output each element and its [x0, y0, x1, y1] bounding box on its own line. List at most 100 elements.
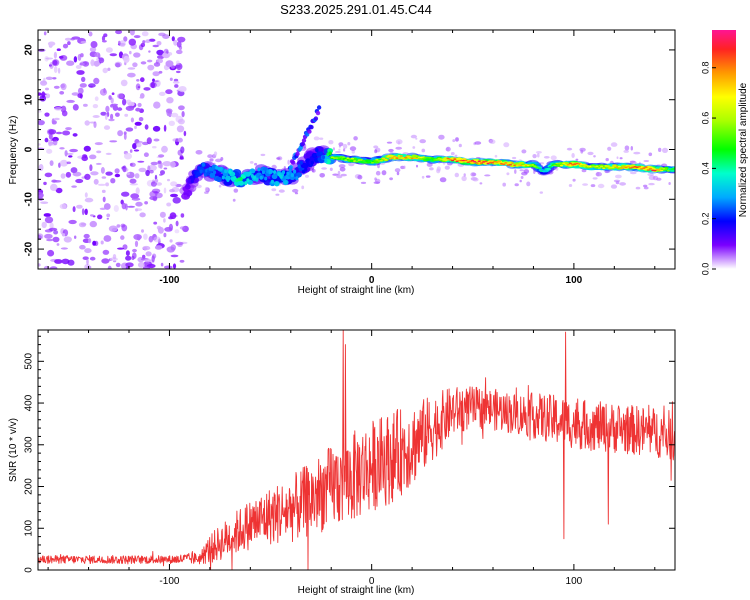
noise-speckle: [141, 31, 149, 37]
ridge-blob: [395, 157, 399, 159]
noise-speckle: [44, 137, 49, 143]
noise-speckle: [82, 61, 90, 67]
noise-speckle: [135, 187, 140, 195]
ridge-blob: [404, 156, 408, 159]
ridge-blob: [195, 173, 199, 178]
ridge-blob: [297, 164, 301, 169]
snr-panel: -100 0 100 0 100 200 300 400 500 Height of stra…: [8, 329, 676, 596]
noise-speckle: [84, 120, 90, 126]
ridge-halo-speckle: [519, 179, 522, 183]
ridge-halo-speckle: [349, 146, 357, 151]
ridge-halo-speckle: [582, 183, 588, 186]
noise-speckle: [110, 103, 119, 107]
noise-speckle: [49, 266, 58, 269]
noise-speckle: [135, 107, 141, 112]
ridge-halo-speckle: [254, 162, 258, 166]
noise-speckle: [161, 145, 168, 153]
ridge-halo-speckle: [416, 164, 418, 168]
noise-speckle: [140, 42, 146, 48]
ridge-halo-speckle: [429, 167, 434, 171]
noise-speckle: [165, 108, 173, 114]
noise-speckle: [51, 59, 60, 67]
ridge-halo-speckle: [347, 142, 351, 146]
noise-speckle: [168, 223, 173, 231]
ridge-blob: [366, 161, 370, 164]
ridge-halo-speckle: [668, 182, 671, 185]
snr-plot-frame: [37, 329, 676, 571]
noise-speckle: [111, 92, 115, 95]
noise-speckle: [66, 99, 75, 103]
streak-blob: [313, 116, 319, 121]
ridge-halo-speckle: [336, 175, 343, 179]
noise-speckle: [44, 172, 53, 178]
ridge-blob: [586, 165, 590, 168]
ridge-halo-speckle: [360, 181, 367, 184]
ridge-halo-speckle: [357, 174, 363, 180]
noise-speckle: [140, 61, 147, 65]
ridge-blob: [219, 166, 223, 171]
noise-speckle: [130, 193, 140, 199]
noise-speckle: [133, 234, 142, 240]
ridge-blob: [653, 169, 657, 172]
noise-speckle: [49, 160, 54, 167]
ridge-halo-speckle: [319, 137, 324, 140]
ridge-blob: [671, 168, 675, 170]
ridge-halo-speckle: [514, 169, 517, 174]
ridge-blob: [648, 167, 653, 170]
noise-speckle: [101, 258, 110, 264]
ridge-blob: [522, 164, 526, 167]
noise-speckle: [128, 128, 132, 132]
ridge-halo-speckle: [635, 186, 641, 190]
ridge-blob: [190, 179, 194, 184]
ridge-blob: [226, 178, 230, 182]
noise-speckle: [145, 39, 151, 44]
noise-speckle: [166, 202, 172, 207]
ridge-halo-speckle: [353, 136, 358, 141]
ridge-halo-speckle: [610, 184, 618, 189]
ridge-blob: [296, 172, 302, 178]
noise-speckle: [179, 156, 185, 160]
noise-speckle: [97, 214, 103, 220]
noise-speckle: [167, 178, 170, 182]
noise-speckle: [174, 229, 180, 234]
noise-speckle: [83, 233, 90, 239]
streak-blob: [307, 129, 312, 134]
noise-speckle: [108, 225, 118, 232]
ridge-halo-speckle: [319, 173, 326, 178]
noise-speckle: [157, 58, 163, 64]
noise-speckle: [90, 41, 98, 48]
noise-speckle: [133, 35, 141, 39]
noise-speckle: [38, 120, 45, 126]
noise-speckle: [50, 138, 57, 142]
noise-speckle: [46, 148, 53, 154]
ridge-blob: [564, 163, 568, 166]
ridge-blob: [646, 169, 650, 171]
noise-speckle: [54, 259, 63, 264]
noise-speckle: [119, 40, 126, 48]
noise-speckle: [59, 159, 68, 167]
ridge-blob: [333, 157, 337, 159]
noise-speckle: [38, 110, 43, 113]
ridge-blob: [197, 166, 201, 171]
ridge-halo-speckle: [629, 171, 637, 175]
noise-speckle: [43, 213, 51, 217]
ridge-halo-speckle: [287, 159, 290, 165]
snr-x-axis-ticks: -100 0 100: [47, 330, 656, 587]
ridge-halo-speckle: [616, 156, 619, 159]
ridge-blob: [388, 158, 392, 160]
ridge-halo-speckle: [452, 139, 456, 143]
noise-speckle: [173, 39, 178, 46]
noise-speckle: [177, 118, 185, 125]
noise-speckle: [93, 121, 97, 128]
ridge-halo-speckle: [338, 142, 344, 147]
noise-speckle: [148, 235, 154, 243]
ridge-blob: [384, 159, 388, 161]
noise-speckle: [129, 178, 137, 184]
noise-speckle: [71, 185, 77, 188]
noise-speckle: [169, 239, 173, 243]
noise-speckle: [52, 180, 62, 183]
ridge-blob: [279, 174, 283, 179]
y-tick-label: 300: [24, 436, 35, 453]
noise-speckle: [88, 83, 96, 88]
ridge-halo-speckle: [419, 139, 427, 144]
